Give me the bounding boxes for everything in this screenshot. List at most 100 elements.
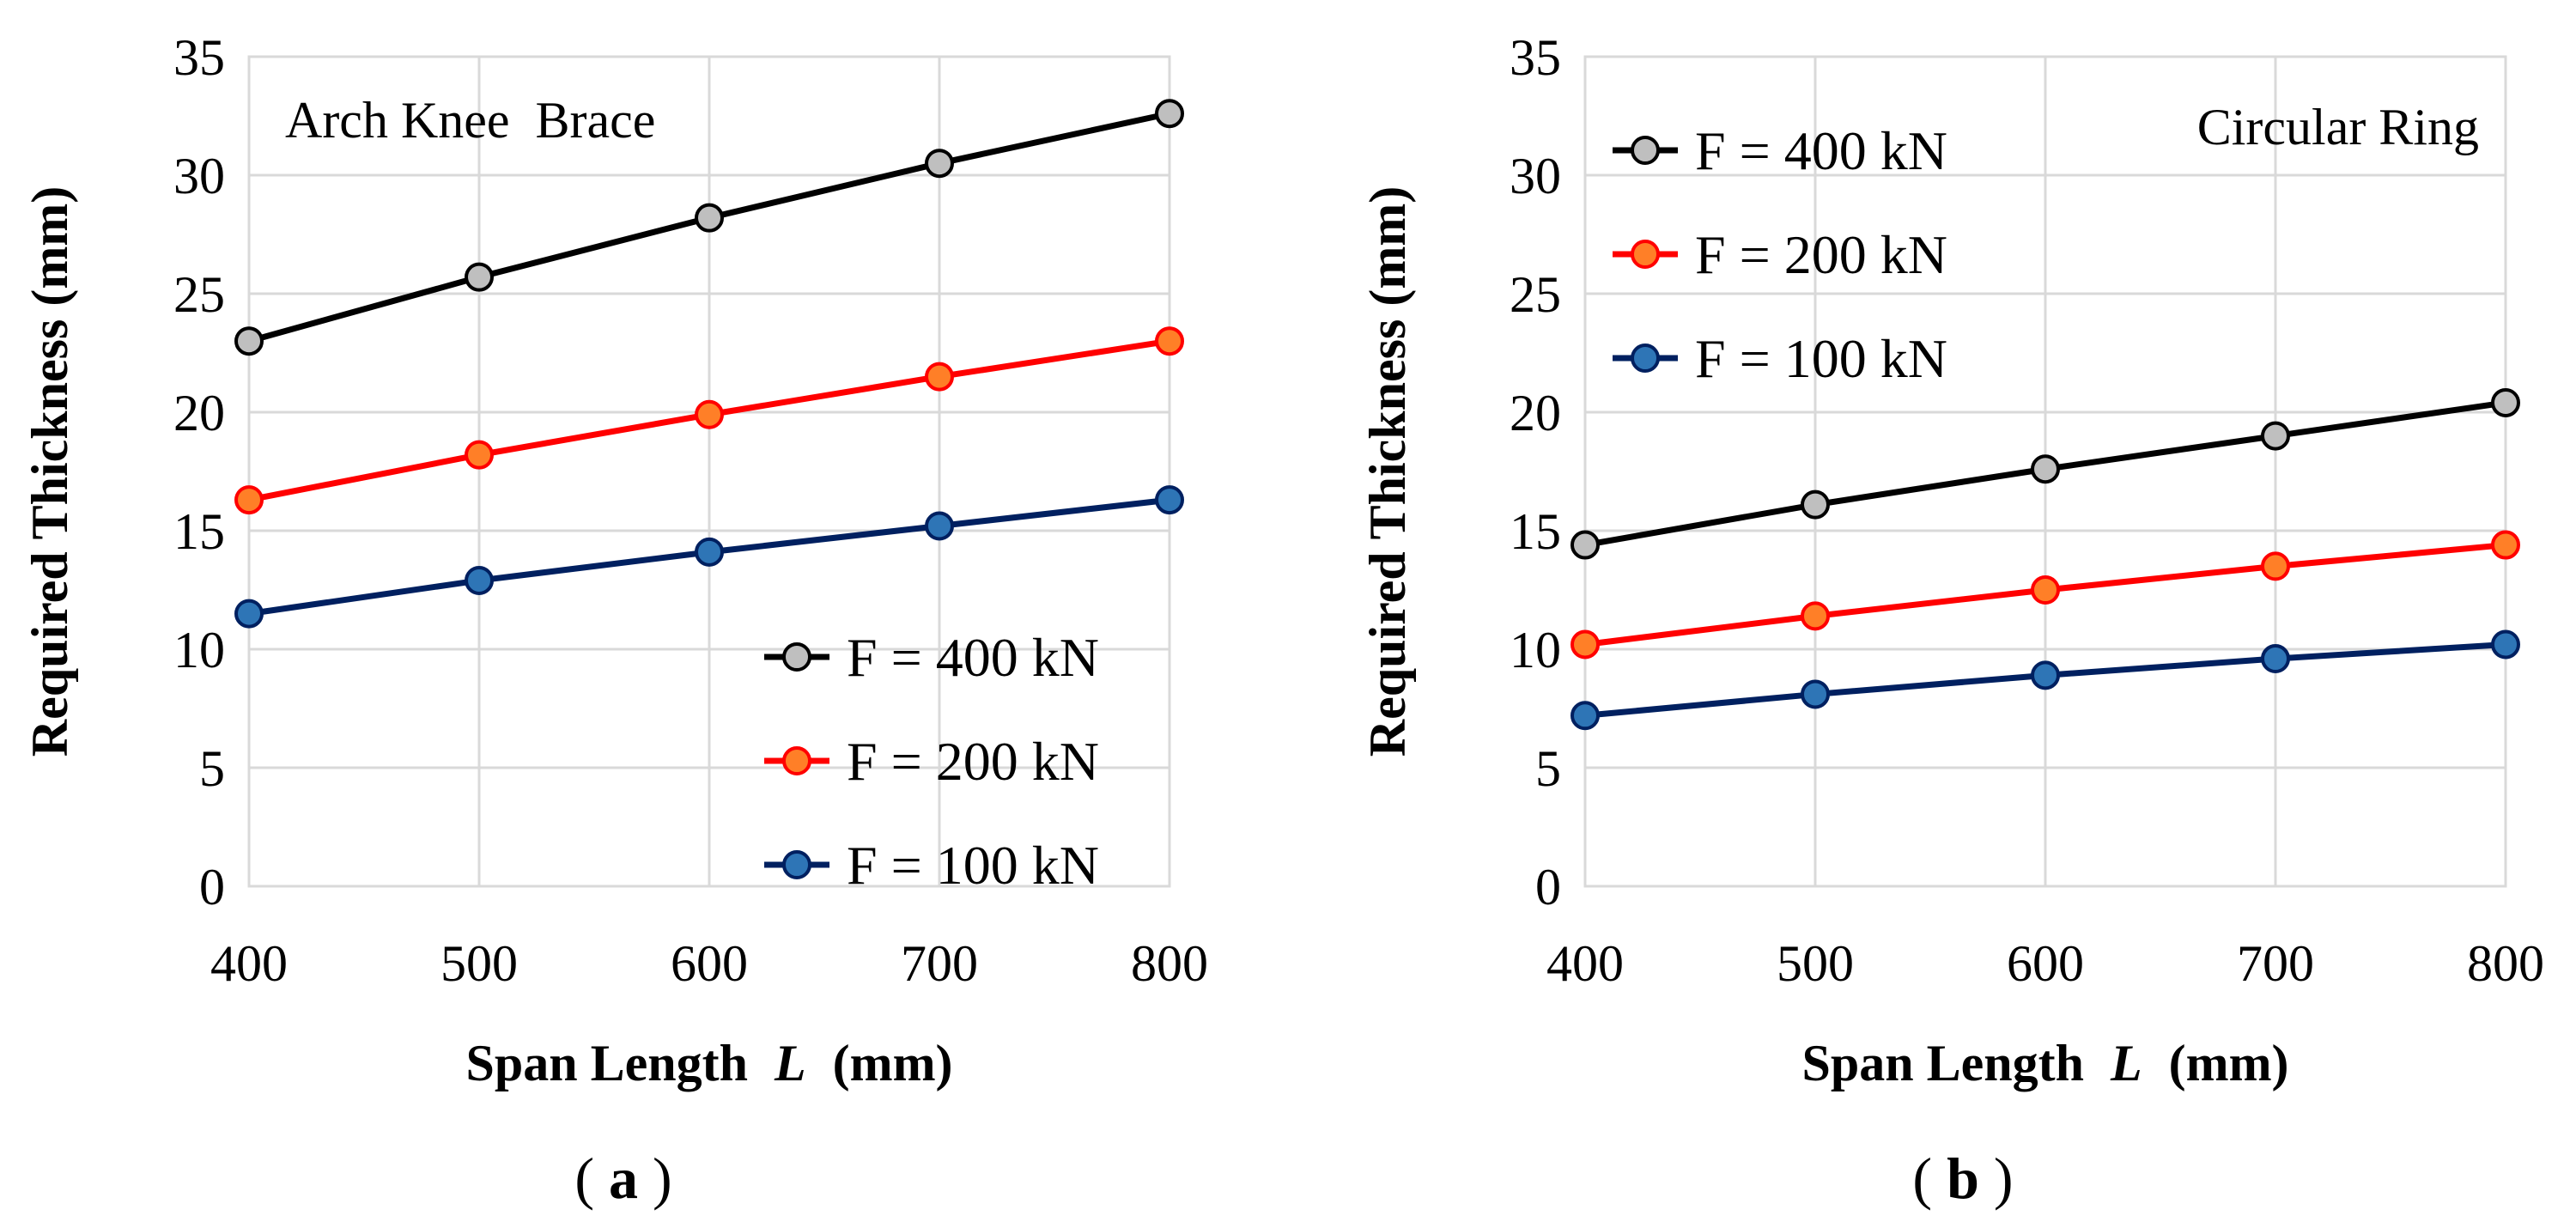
data-point	[1571, 530, 1600, 560]
legend-marker	[782, 746, 811, 775]
x-tick-label-b: 600	[2007, 935, 2084, 992]
data-point	[1155, 485, 1184, 515]
x-tick-labels-b: 400 500 600 700 800	[1546, 935, 2544, 992]
x-tick-label-b: 400	[1546, 935, 1624, 992]
series-f100-b	[1571, 629, 2520, 731]
y-axis-title-b: Required Thickness (mm)	[1359, 186, 1416, 757]
series-f100-a	[234, 485, 1184, 629]
series-b	[1571, 387, 2520, 731]
data-point	[1155, 326, 1184, 356]
y-tick-labels-a: 0 5 10 15 20 25 30 35	[173, 29, 225, 915]
data-point	[2031, 575, 2060, 605]
legend-label: F = 400 kN	[847, 627, 1099, 688]
y-tick-label-b: 0	[1535, 859, 1561, 915]
caption-open-a: (	[574, 1146, 594, 1211]
x-axis-title-a: Span Length L (mm)	[465, 1035, 952, 1091]
series-f400-b	[1571, 387, 2520, 560]
series-a	[234, 99, 1184, 629]
x-tick-labels-a: 400 500 600 700 800	[210, 935, 1208, 992]
y-tick-label-b: 15	[1510, 503, 1561, 560]
legend-marker	[782, 850, 811, 879]
data-point	[1801, 601, 1830, 631]
series-f200-a	[234, 326, 1184, 515]
y-tick-label-a: 30	[173, 148, 225, 204]
data-point	[465, 565, 494, 595]
panel-title-b: Circular Ring	[2197, 99, 2479, 155]
legend-item: F = 400 kN	[764, 627, 1099, 688]
y-tick-labels-b: 0 5 10 15 20 25 30 35	[1510, 29, 1561, 915]
legend-marker	[1631, 240, 1660, 269]
caption-close-b: )	[1994, 1146, 2014, 1211]
data-point	[1801, 679, 1830, 709]
y-tick-label-b: 30	[1510, 148, 1561, 204]
data-point	[465, 262, 494, 292]
data-point	[695, 203, 724, 233]
data-point	[1571, 629, 1600, 660]
chart-panel-a: 0 5 10 15 20 25 30 35 400 500 600 700 800 Arch Knee…	[21, 29, 1208, 1211]
data-point	[2491, 629, 2520, 660]
series-f400-a	[234, 99, 1184, 356]
data-point	[234, 599, 264, 629]
legend-item: F = 100 kN	[764, 835, 1099, 896]
x-axis-title-var-a: L	[774, 1035, 806, 1091]
y-tick-label-a: 0	[199, 859, 225, 915]
legend-label: F = 100 kN	[847, 835, 1099, 896]
legend-label: F = 200 kN	[847, 731, 1099, 792]
x-tick-label-a: 400	[210, 935, 288, 992]
y-tick-label-b: 25	[1510, 266, 1561, 323]
data-point	[1571, 701, 1600, 731]
legend-b: F = 400 kN F = 200 kN F = 100 kN	[1613, 120, 1947, 389]
caption-letter-a: a	[609, 1146, 638, 1211]
legend-marker	[1631, 136, 1660, 165]
x-tick-label-b: 800	[2467, 935, 2544, 992]
legend-label: F = 400 kN	[1695, 120, 1947, 181]
legend-marker	[782, 642, 811, 672]
legend-label: F = 100 kN	[1695, 328, 1947, 389]
data-point	[2261, 551, 2290, 581]
y-tick-label-a: 20	[173, 385, 225, 441]
data-point	[1155, 99, 1184, 129]
series-f200-b	[1571, 530, 2520, 660]
legend-item: F = 200 kN	[1613, 224, 1947, 285]
data-point	[2261, 644, 2290, 674]
y-tick-label-a: 15	[173, 503, 225, 560]
plot-frame-b	[1583, 55, 2507, 888]
y-tick-label-a: 35	[173, 29, 225, 86]
x-tick-label-a: 600	[671, 935, 748, 992]
plot-frame-a	[247, 55, 1171, 888]
data-point	[2261, 421, 2290, 451]
data-point	[2031, 660, 2060, 690]
y-tick-label-a: 25	[173, 266, 225, 323]
legend-label: F = 200 kN	[1695, 224, 1947, 285]
x-tick-label-b: 500	[1777, 935, 1854, 992]
data-point	[1801, 489, 1830, 520]
y-tick-label-a: 10	[173, 622, 225, 678]
y-axis-title-a: Required Thickness (mm)	[21, 186, 78, 757]
data-point	[234, 326, 264, 356]
x-tick-label-a: 700	[901, 935, 978, 992]
chart-panel-b: 0 5 10 15 20 25 30 35 400 500 600 700 800 Circular …	[1359, 29, 2544, 1211]
x-axis-title-unit-b: (mm)	[2169, 1035, 2289, 1091]
caption-a: ( a )	[574, 1146, 671, 1211]
panel-title-a: Arch Knee Brace	[285, 92, 655, 149]
caption-close-a: )	[653, 1146, 672, 1211]
data-point	[925, 149, 954, 179]
x-axis-title-unit-a: (mm)	[833, 1035, 953, 1091]
y-tick-label-a: 5	[199, 740, 225, 797]
data-point	[925, 362, 954, 392]
y-tick-label-b: 20	[1510, 385, 1561, 441]
legend-item: F = 100 kN	[1613, 328, 1947, 389]
data-point	[695, 537, 724, 567]
legend-item: F = 200 kN	[764, 731, 1099, 792]
y-tick-label-b: 35	[1510, 29, 1561, 86]
caption-letter-b: b	[1947, 1146, 1979, 1211]
y-tick-label-b: 10	[1510, 622, 1561, 678]
data-point	[2491, 530, 2520, 560]
x-axis-title-text-a: Span Length	[465, 1035, 747, 1091]
data-point	[234, 485, 264, 515]
legend-item: F = 400 kN	[1613, 120, 1947, 181]
data-point	[465, 440, 494, 470]
data-point	[2491, 387, 2520, 417]
x-tick-label-b: 700	[2237, 935, 2314, 992]
